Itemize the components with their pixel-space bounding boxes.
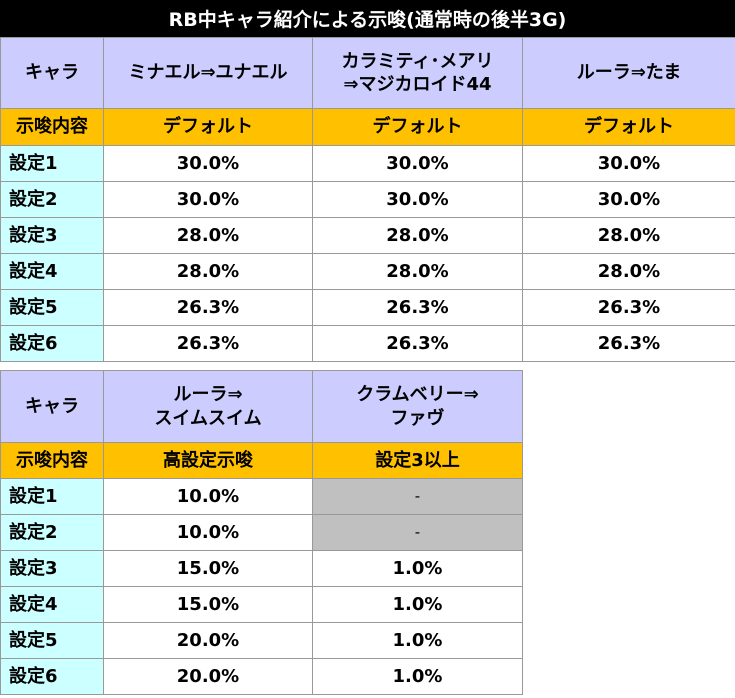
hint-value: デフォルト <box>312 108 523 146</box>
setting-label: 設定5 <box>0 289 104 326</box>
chara-name-header: ルーラ⇒たま <box>522 37 735 109</box>
hint-value: デフォルト <box>522 108 735 146</box>
setting-label: 設定4 <box>0 253 104 290</box>
setting-label: 設定2 <box>0 181 104 218</box>
chara-name-header: カラミティ･メアリ ⇒マジカロイド44 <box>312 37 523 109</box>
chara-name-line: ミナエル⇒ユナエル <box>128 62 288 84</box>
setting-label: 設定1 <box>0 145 104 182</box>
probability-cell: 30.0% <box>522 145 735 182</box>
setting-label: 設定6 <box>0 658 104 695</box>
table-row: 設定5 20.0% 1.0% <box>0 622 523 659</box>
chara-name-header: ミナエル⇒ユナエル <box>103 37 313 109</box>
table-row: 設定4 28.0% 28.0% 28.0% <box>0 253 735 290</box>
chara-name-line: カラミティ･メアリ <box>341 50 494 72</box>
probability-cell: 28.0% <box>103 253 313 290</box>
probability-cell: 26.3% <box>312 325 523 362</box>
chara-name-line: ルーラ⇒たま <box>576 62 682 84</box>
probability-cell: 30.0% <box>312 181 523 218</box>
not-applicable-cell: - <box>312 478 523 515</box>
hint-value: 設定3以上 <box>312 442 523 479</box>
table-chara-default: キャラ ミナエル⇒ユナエル カラミティ･メアリ ⇒マジカロイド44 ルーラ⇒たま… <box>0 37 735 362</box>
setting-label: 設定3 <box>0 217 104 254</box>
not-applicable-cell: - <box>312 514 523 551</box>
probability-cell: 26.3% <box>312 289 523 326</box>
probability-cell: 30.0% <box>103 145 313 182</box>
table-row: 設定3 15.0% 1.0% <box>0 550 523 587</box>
probability-cell: 15.0% <box>103 586 313 623</box>
chara-name-line: スイムスイム <box>154 407 262 429</box>
probability-cell: 30.0% <box>522 181 735 218</box>
table-chara-high-setting: キャラ ルーラ⇒ スイムスイム クラムベリー⇒ ファヴ 示唆内容 高設定示唆 設… <box>0 370 523 695</box>
probability-cell: 26.3% <box>522 325 735 362</box>
setting-label: 設定4 <box>0 586 104 623</box>
chara-name-line: ファヴ <box>390 407 445 429</box>
chara-name-header: ルーラ⇒ スイムスイム <box>103 370 313 443</box>
probability-cell: 1.0% <box>312 586 523 623</box>
table-row: 設定1 30.0% 30.0% 30.0% <box>0 145 735 182</box>
probability-cell: 26.3% <box>103 289 313 326</box>
table-row: 設定1 10.0% - <box>0 478 523 515</box>
chara-name-header: クラムベリー⇒ ファヴ <box>312 370 523 443</box>
setting-label: 設定2 <box>0 514 104 551</box>
probability-cell: 26.3% <box>522 289 735 326</box>
probability-cell: 1.0% <box>312 622 523 659</box>
probability-cell: 15.0% <box>103 550 313 587</box>
table-row: 設定5 26.3% 26.3% 26.3% <box>0 289 735 326</box>
probability-cell: 28.0% <box>522 253 735 290</box>
chara-header: キャラ <box>0 37 104 109</box>
probability-cell: 26.3% <box>103 325 313 362</box>
hint-value: 高設定示唆 <box>103 442 313 479</box>
probability-cell: 20.0% <box>103 622 313 659</box>
probability-cell: 28.0% <box>103 217 313 254</box>
chara-name-line: クラムベリー⇒ <box>356 384 479 406</box>
setting-label: 設定1 <box>0 478 104 515</box>
setting-label: 設定3 <box>0 550 104 587</box>
page-title: RB中キャラ紹介による示唆(通常時の後半3G) <box>0 0 735 37</box>
chara-name-line: ⇒マジカロイド44 <box>343 74 492 95</box>
table-row: 設定6 20.0% 1.0% <box>0 658 523 695</box>
hint-value: デフォルト <box>103 108 313 146</box>
probability-cell: 1.0% <box>312 550 523 587</box>
probability-cell: 28.0% <box>312 253 523 290</box>
probability-cell: 10.0% <box>103 514 313 551</box>
probability-cell: 20.0% <box>103 658 313 695</box>
probability-cell: 30.0% <box>312 145 523 182</box>
probability-cell: 28.0% <box>522 217 735 254</box>
table-row: 設定4 15.0% 1.0% <box>0 586 523 623</box>
chara-name-line: ルーラ⇒ <box>173 384 243 406</box>
table-row: 設定2 30.0% 30.0% 30.0% <box>0 181 735 218</box>
setting-label: 設定6 <box>0 325 104 362</box>
hint-label: 示唆内容 <box>0 108 104 146</box>
probability-cell: 28.0% <box>312 217 523 254</box>
hint-label: 示唆内容 <box>0 442 104 479</box>
probability-cell: 30.0% <box>103 181 313 218</box>
chara-header: キャラ <box>0 370 104 443</box>
setting-label: 設定5 <box>0 622 104 659</box>
table-row: 設定3 28.0% 28.0% 28.0% <box>0 217 735 254</box>
probability-cell: 1.0% <box>312 658 523 695</box>
probability-cell: 10.0% <box>103 478 313 515</box>
table-row: 設定2 10.0% - <box>0 514 523 551</box>
table-row: 設定6 26.3% 26.3% 26.3% <box>0 325 735 362</box>
